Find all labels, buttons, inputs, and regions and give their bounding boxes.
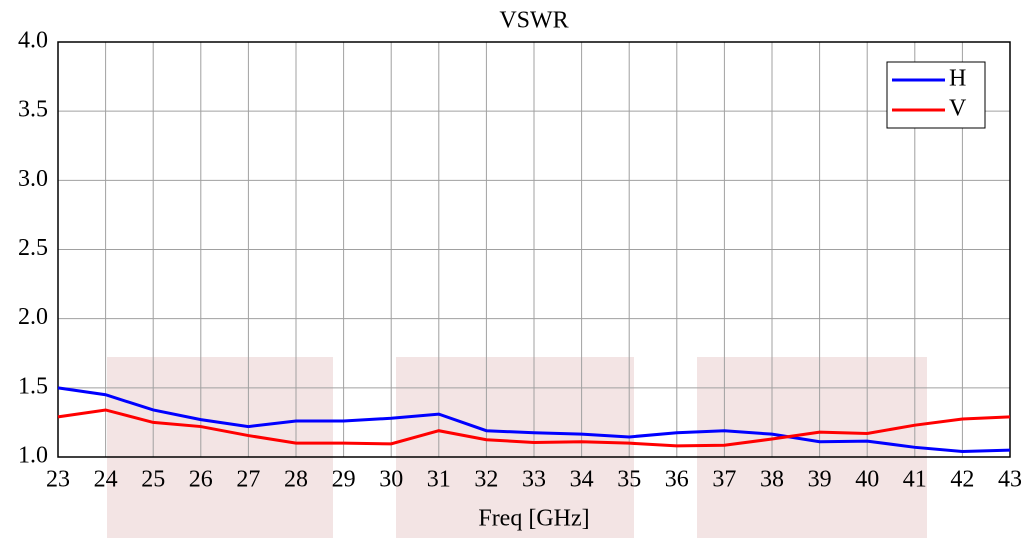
legend-label: H — [949, 66, 966, 92]
shaded-bands — [107, 357, 927, 538]
line-series — [57, 408, 1011, 448]
plot-frame — [57, 41, 1011, 458]
chart-title: VSWR — [499, 8, 568, 34]
y-tick-label: 3.0 — [18, 166, 48, 192]
x-tick-label: 36 — [665, 467, 689, 493]
x-tick-label: 33 — [522, 467, 546, 493]
y-tick-label: 1.5 — [18, 373, 48, 399]
band — [697, 357, 927, 538]
y-tick-label: 3.5 — [18, 97, 48, 123]
x-tick-label: 35 — [617, 467, 641, 493]
x-tick-label: 31 — [427, 467, 451, 493]
x-tick-label: 26 — [189, 467, 213, 493]
legend-label: V — [949, 96, 967, 122]
x-tick-label: 32 — [474, 467, 498, 493]
x-tick-label: 25 — [141, 467, 165, 493]
x-tick-label: 28 — [284, 467, 308, 493]
x-tick-label: 40 — [855, 467, 879, 493]
y-tick-label: 1.0 — [18, 443, 48, 469]
x-tick-label: 30 — [379, 467, 403, 493]
legend-box — [886, 61, 986, 129]
x-tick-label: 29 — [332, 467, 356, 493]
x-tick-label: 41 — [903, 467, 927, 493]
x-tick-label: 24 — [94, 467, 118, 493]
x-tick-label: 42 — [950, 467, 974, 493]
x-tick-label: 27 — [236, 467, 260, 493]
y-tick-label: 2.5 — [18, 235, 48, 261]
x-tick-label: 37 — [712, 467, 736, 493]
x-tick-label: 23 — [46, 467, 70, 493]
band — [107, 357, 333, 538]
x-axis-label: Freq [GHz] — [478, 506, 589, 532]
x-tick-label: 43 — [998, 467, 1022, 493]
x-tick-label: 38 — [760, 467, 784, 493]
line-series — [57, 386, 1011, 453]
y-tick-label: 4.0 — [18, 28, 48, 54]
y-tick-label: 2.0 — [18, 304, 48, 330]
x-tick-label: 39 — [808, 467, 832, 493]
x-tick-label: 34 — [570, 467, 594, 493]
band — [396, 357, 634, 538]
